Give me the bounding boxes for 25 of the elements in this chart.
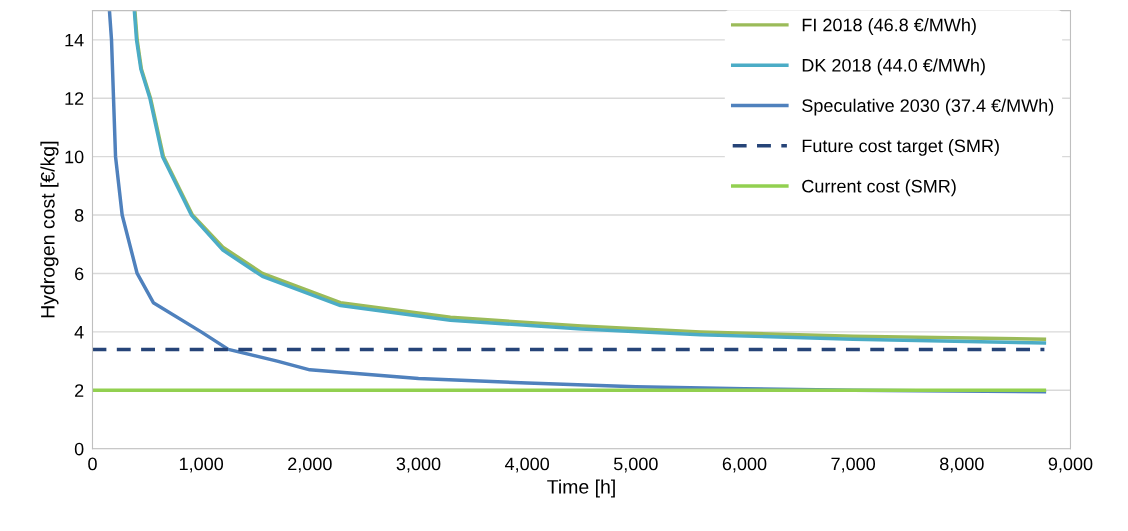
legend-label: DK 2018 (44.0 €/MWh): [802, 58, 985, 76]
y-tick-label: 12: [65, 92, 84, 105]
y-tick-label: 8: [74, 208, 84, 222]
x-tick-label: 7,000: [831, 457, 876, 473]
x-axis-title: Time [h]: [547, 479, 615, 498]
y-tick-label: 4: [74, 326, 84, 339]
x-tick-label: 4,000: [504, 457, 550, 473]
y-tick-label: 2: [75, 384, 84, 397]
y-tick-label: 10: [65, 150, 84, 164]
y-tick-label: 6: [75, 267, 84, 281]
x-tick-label: 9,000: [1048, 457, 1093, 473]
legend-label: Current cost (SMR): [802, 179, 956, 197]
x-tick-label: 2,000: [288, 457, 332, 473]
x-tick-label: 0: [88, 457, 97, 471]
y-tick-label: 0: [74, 442, 84, 456]
y-axis-title: Hydrogen cost [€/kg]: [40, 141, 59, 318]
legend-label: FI 2018 (46.8 €/MWh): [802, 18, 976, 35]
x-tick-label: 3,000: [396, 457, 441, 473]
x-tick-label: 1,000: [179, 457, 224, 473]
y-tick-label: 14: [65, 33, 84, 47]
x-tick-label: 6,000: [722, 457, 767, 473]
x-tick-label: 5,000: [613, 457, 658, 473]
x-tick-label: 8,000: [940, 457, 984, 473]
legend-label: Future cost target (SMR): [802, 139, 999, 156]
legend-label: Speculative 2030 (37.4 €/MWh): [802, 98, 1054, 116]
